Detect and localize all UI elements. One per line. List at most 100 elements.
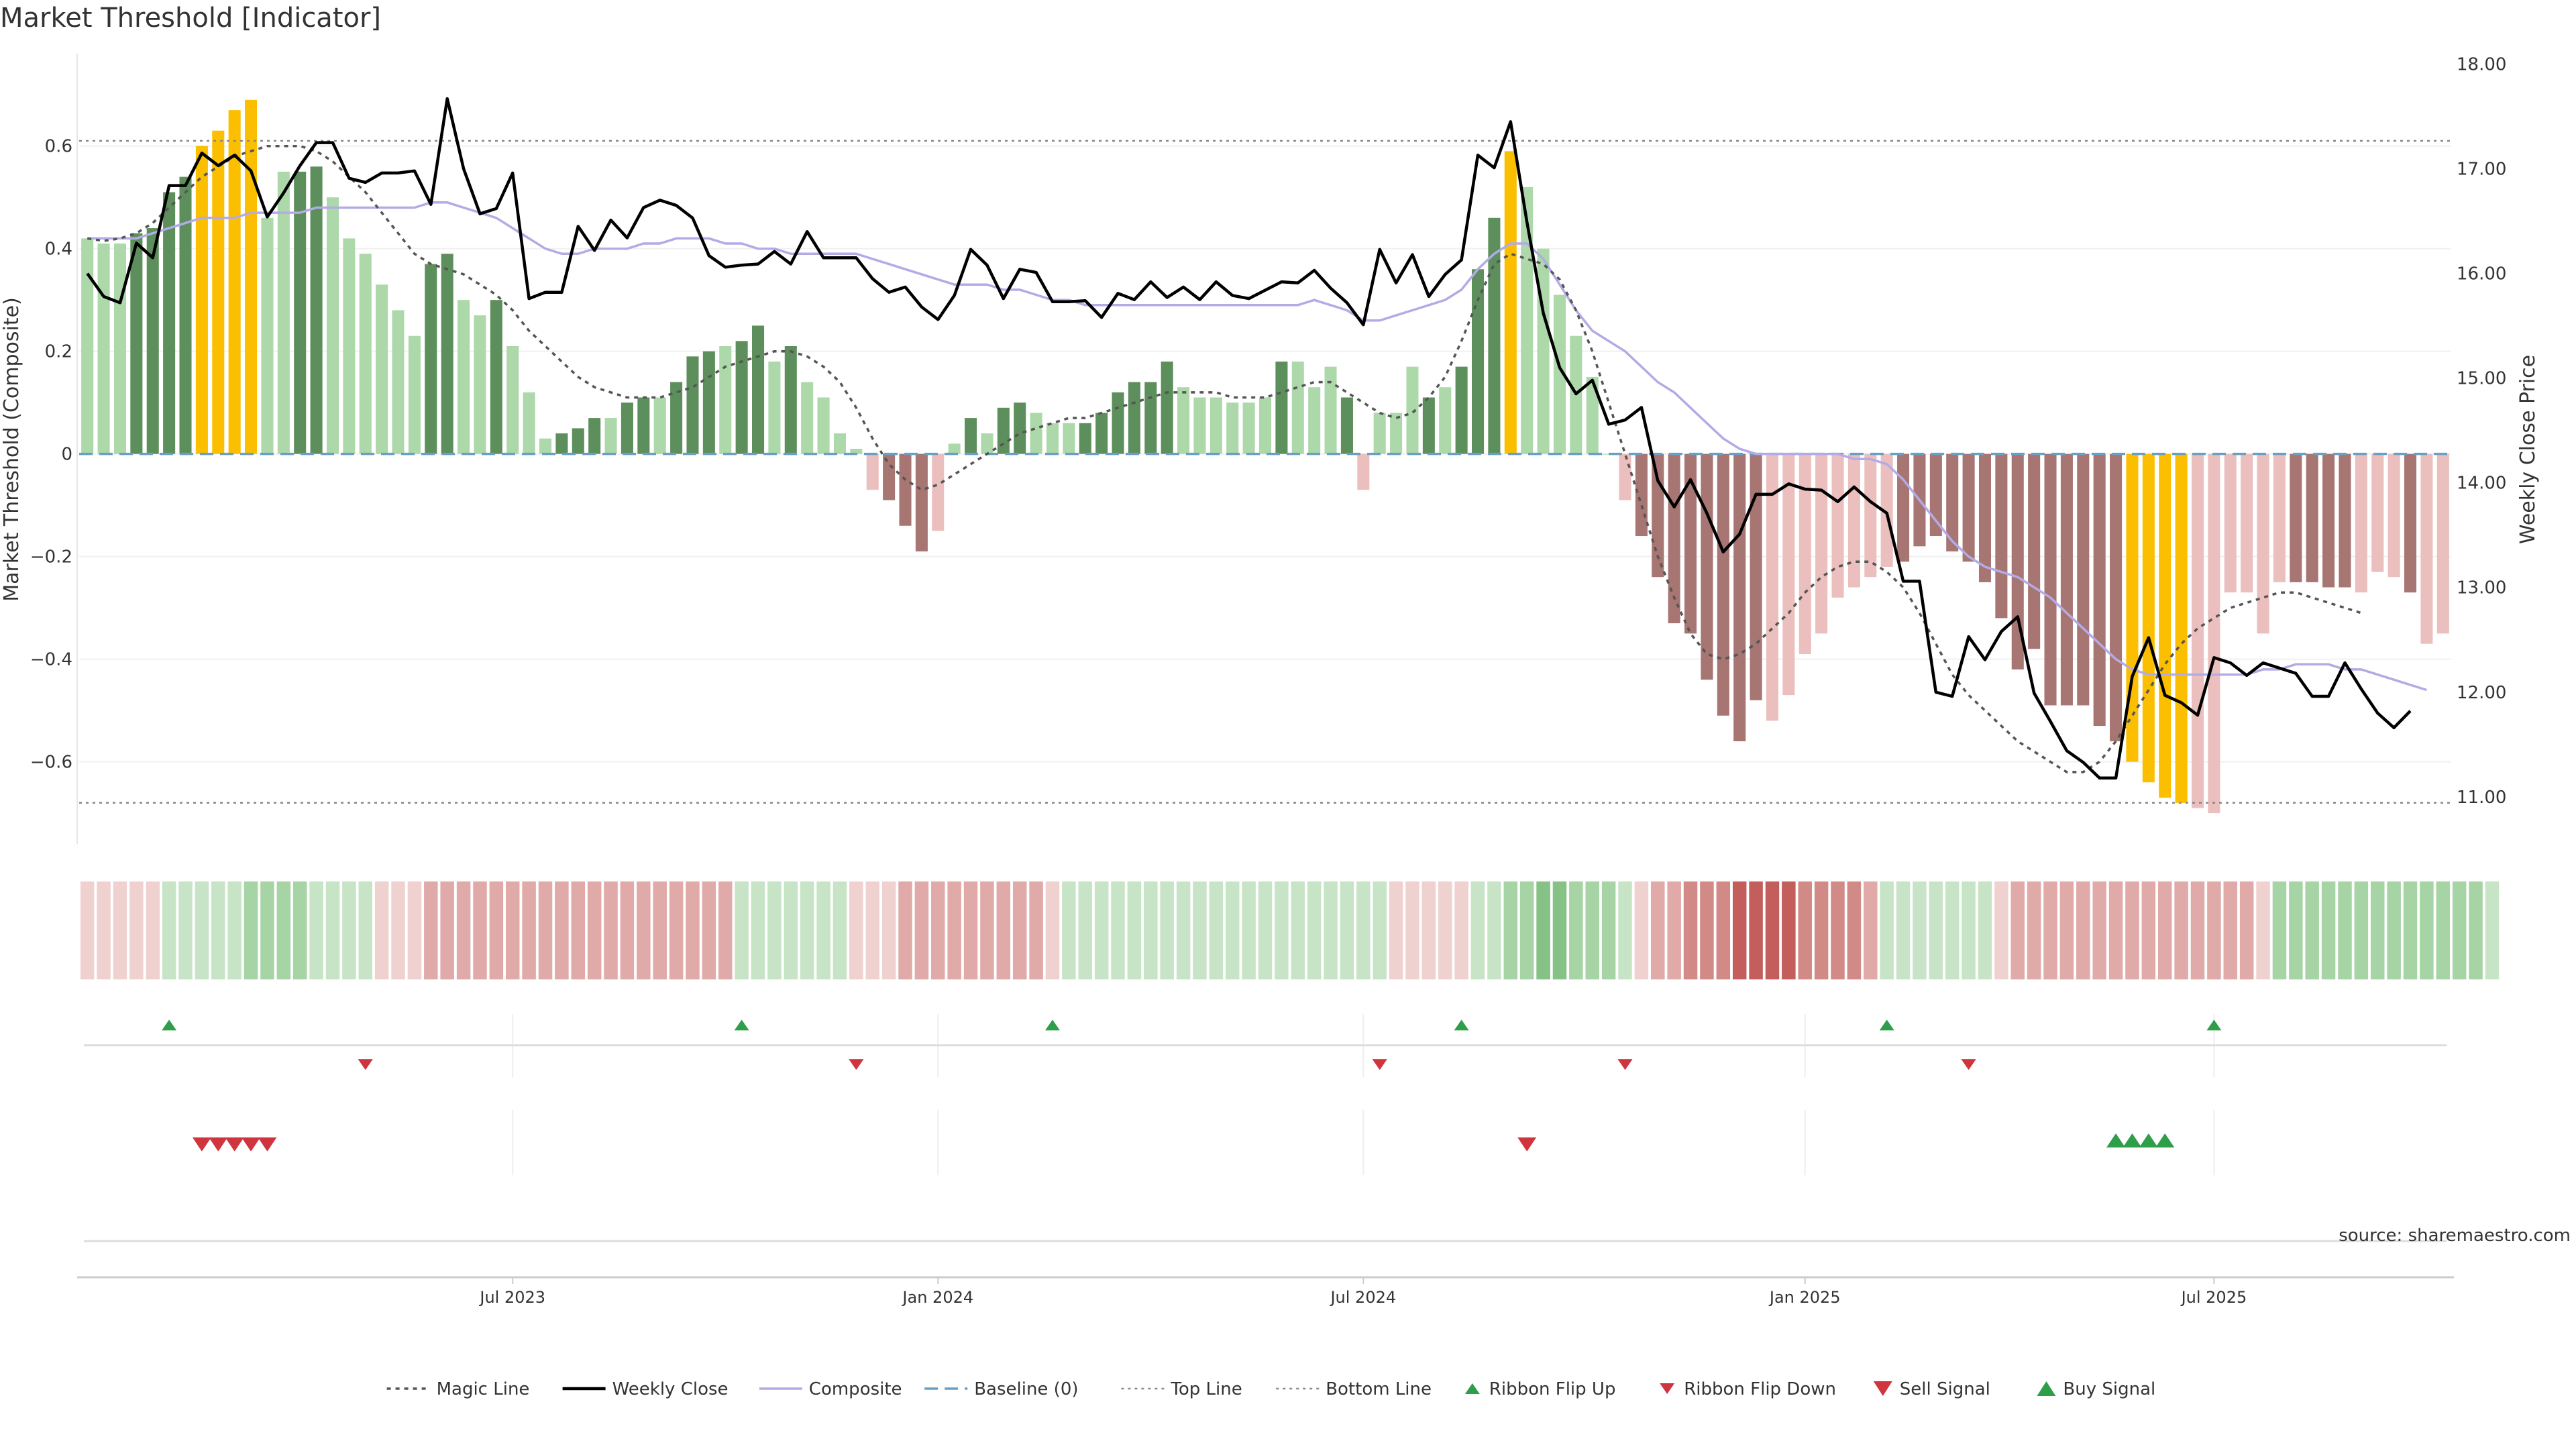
x-tick-label: Jul 2025 xyxy=(2180,1288,2247,1307)
legend-item: Baseline (0) xyxy=(924,1379,1079,1399)
ribbon-cell xyxy=(914,881,929,979)
left-y-tick-label: −0.4 xyxy=(30,650,72,670)
left-y-tick-labels: 0.6 0.4 0.2 0 −0.2 −0.4 −0.6 xyxy=(30,137,72,773)
legend-label: Weekly Close xyxy=(612,1379,729,1399)
legend-label: Composite xyxy=(809,1379,902,1399)
ribbon-cell xyxy=(980,881,994,979)
bar xyxy=(1733,453,1746,742)
weekly-close-line xyxy=(86,97,2412,780)
bar xyxy=(163,192,176,454)
ribbon-cell xyxy=(358,881,373,979)
bar xyxy=(2436,453,2449,634)
sell-signal-marker xyxy=(258,1137,277,1152)
legend: Magic Line Weekly Close Composite Baseline … xyxy=(386,1379,2155,1399)
bar xyxy=(588,418,601,454)
ribbon-cell xyxy=(1847,881,1862,979)
chart-title: Market Threshold [Indicator] xyxy=(0,3,381,34)
ribbon-cell xyxy=(784,881,798,979)
ribbon-cell xyxy=(1732,881,1747,979)
ribbon-cell xyxy=(1258,881,1273,979)
ribbon-cell xyxy=(1552,881,1567,979)
ribbon-flip-down-marker xyxy=(849,1059,864,1070)
ribbon-cell xyxy=(2141,881,2156,979)
right-y-tick-label: 14.00 xyxy=(2457,474,2506,494)
ribbon-cell xyxy=(2125,881,2139,979)
ribbon-cell xyxy=(2076,881,2090,979)
ribbon-cell xyxy=(1242,881,1256,979)
ribbon-cell xyxy=(1880,881,1894,979)
ribbon-cell xyxy=(1029,881,1043,979)
ribbon-cell xyxy=(80,881,95,979)
bar xyxy=(948,443,961,454)
bar xyxy=(2241,453,2253,593)
ribbon-cell xyxy=(325,881,340,979)
ribbon-cell xyxy=(1405,881,1419,979)
bar xyxy=(1782,453,1795,696)
bar xyxy=(981,433,994,454)
bar xyxy=(2371,453,2384,572)
ribbon-cell xyxy=(1193,881,1207,979)
bar xyxy=(343,238,356,454)
ribbon-cell xyxy=(898,881,912,979)
ribbon-cell xyxy=(1324,881,1338,979)
legend-item: Buy Signal xyxy=(2037,1379,2155,1399)
ribbon-cell xyxy=(604,881,618,979)
ribbon-cell xyxy=(2321,881,2336,979)
ribbon-cell xyxy=(2452,881,2467,979)
bar xyxy=(1504,151,1517,454)
ribbon-cell xyxy=(309,881,323,979)
bar xyxy=(1193,397,1206,454)
legend-item: Ribbon Flip Down xyxy=(1660,1379,1836,1399)
bar xyxy=(1946,453,1959,551)
bar xyxy=(2322,453,2335,588)
ribbon-cell xyxy=(374,881,389,979)
left-y-tick-label: 0.4 xyxy=(45,239,72,260)
ribbon-cell xyxy=(2387,881,2401,979)
ribbon-cell xyxy=(653,881,667,979)
ribbon-cell xyxy=(1291,881,1305,979)
legend-item: Sell Signal xyxy=(1873,1379,1990,1399)
bar xyxy=(539,438,552,454)
ribbon-flip-down-marker xyxy=(1961,1059,1976,1070)
bar xyxy=(2044,453,2057,706)
bar xyxy=(261,217,274,454)
ribbon-cell xyxy=(1012,881,1027,979)
ribbon-cell xyxy=(996,881,1011,979)
ribbon-cell xyxy=(489,881,504,979)
ribbon-cell xyxy=(718,881,733,979)
ribbon-cell xyxy=(113,881,127,979)
source-label: source: sharemaestro.com xyxy=(2339,1226,2571,1246)
ribbon-cell xyxy=(620,881,635,979)
bar xyxy=(326,197,339,454)
ribbon-cell xyxy=(2239,881,2254,979)
ribbon-cell xyxy=(538,881,553,979)
bar xyxy=(1815,453,1828,634)
ribbon-cell xyxy=(1389,881,1403,979)
bar xyxy=(1063,423,1075,454)
bar xyxy=(2208,453,2220,814)
sell-signal-marker xyxy=(192,1137,211,1152)
left-y-tick-label: 0 xyxy=(61,445,72,465)
ribbon-cell xyxy=(1716,881,1731,979)
ribbon-cell xyxy=(2289,881,2303,979)
bar xyxy=(2273,453,2286,582)
ribbon-cell xyxy=(1487,881,1501,979)
bar xyxy=(441,254,453,454)
bar xyxy=(2159,453,2171,798)
ribbon-cell xyxy=(2059,881,2074,979)
ribbon-cell xyxy=(2305,881,2319,979)
ribbon-cell xyxy=(816,881,830,979)
bar xyxy=(1962,453,1975,562)
bar xyxy=(768,361,781,454)
right-y-tick-label: 15.00 xyxy=(2457,369,2506,389)
ribbon-cell xyxy=(1160,881,1174,979)
legend-item: Ribbon Flip Up xyxy=(1464,1379,1615,1399)
ribbon-cell xyxy=(407,881,422,979)
x-tick-label: Jan 2025 xyxy=(1768,1288,1841,1307)
ribbon-cell xyxy=(1782,881,1796,979)
ribbon-cell xyxy=(2010,881,2025,979)
ribbon-cell xyxy=(129,881,144,979)
right-y-axis-label: Weekly Close Price xyxy=(2516,355,2540,544)
bar xyxy=(2110,453,2123,742)
bar xyxy=(1324,366,1337,454)
